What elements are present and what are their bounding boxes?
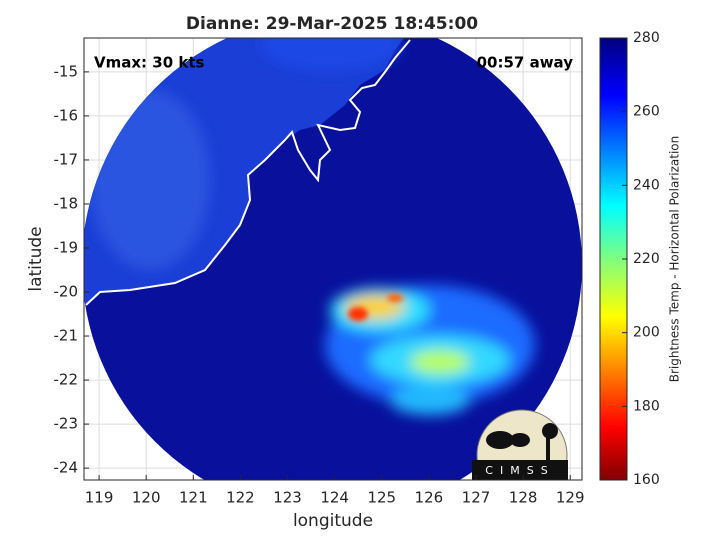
y-tick-label: -21 (54, 327, 79, 345)
storm (325, 285, 535, 415)
colorbar-tick-label: 220 (633, 251, 660, 267)
x-tick-label: 129 (556, 489, 585, 507)
x-tick-label: 119 (85, 489, 114, 507)
title: Dianne: 29-Mar-2025 18:45:00 (186, 14, 478, 34)
y-tick-label: -17 (54, 150, 79, 168)
x-tick-label: 123 (273, 489, 302, 507)
x-tick-label: 126 (415, 489, 444, 507)
y-tick-label: -16 (54, 106, 79, 124)
colorbar-tick-label: 160 (633, 472, 660, 488)
colorbar-tick-label: 260 (633, 104, 660, 120)
x-tick-label: 120 (132, 489, 161, 507)
x-tick-label: 124 (320, 489, 349, 507)
land-warm (90, 90, 210, 270)
colorbar-tick-label: 240 (633, 177, 660, 193)
coastline (85, 39, 411, 306)
colorbar-tick-label: 180 (633, 398, 660, 414)
y-axis-label: latitude (26, 226, 46, 291)
y-tick-label: -22 (54, 371, 79, 389)
x-tick-label: 122 (226, 489, 255, 507)
x-tick-label: 121 (179, 489, 208, 507)
y-tick-label: -15 (54, 62, 79, 80)
y-tick-label: -18 (54, 194, 79, 212)
y-tick-label: -20 (54, 283, 79, 301)
land-warm (260, 38, 400, 70)
y-tick-label: -23 (54, 415, 79, 433)
x-tick-label: 128 (509, 489, 538, 507)
colorbar-tick-label: 200 (633, 325, 660, 341)
logo: CIMSS (472, 409, 568, 480)
colorbar-tick-label: 280 (633, 30, 660, 46)
x-axis-label: longitude (293, 511, 373, 531)
x-tick-label: 127 (462, 489, 491, 507)
colorbar-label: Brightness Temp - Horizontal Polarizatio… (668, 136, 682, 383)
x-tick-label: 125 (367, 489, 396, 507)
y-tick-label: -24 (54, 459, 79, 477)
time-annotation: 00:57 away (477, 54, 574, 72)
storm-core (348, 294, 403, 321)
y-tick-label: -19 (54, 238, 79, 256)
logo-text: CIMSS (485, 464, 554, 477)
plot-border (83, 37, 583, 481)
vmax-annotation: Vmax: 30 kts (94, 54, 204, 72)
swath: CIMSS (84, 38, 582, 480)
